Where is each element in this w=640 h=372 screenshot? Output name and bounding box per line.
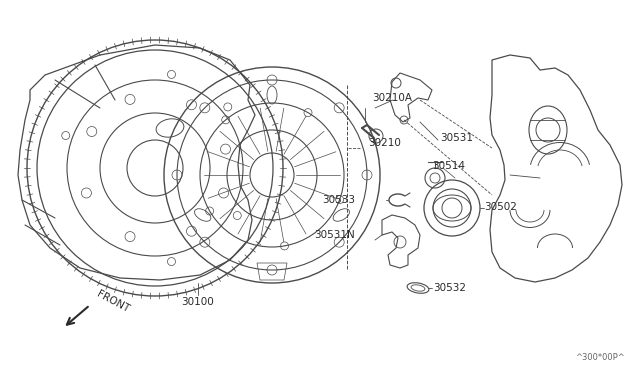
Text: 30532: 30532 xyxy=(433,283,466,293)
Polygon shape xyxy=(490,55,622,282)
Text: 30502: 30502 xyxy=(484,202,517,212)
Text: 30210: 30210 xyxy=(368,138,401,148)
Polygon shape xyxy=(18,45,255,280)
Text: 30514: 30514 xyxy=(432,161,465,171)
Text: 30531N: 30531N xyxy=(314,230,355,240)
Text: 30533: 30533 xyxy=(322,195,355,205)
Polygon shape xyxy=(382,215,420,268)
Text: FRONT: FRONT xyxy=(95,289,131,315)
Polygon shape xyxy=(390,73,432,122)
Text: 30210A: 30210A xyxy=(372,93,412,103)
Text: 30531: 30531 xyxy=(440,133,473,143)
Text: 30100: 30100 xyxy=(182,297,214,307)
Text: ^300*00P^: ^300*00P^ xyxy=(575,353,625,362)
